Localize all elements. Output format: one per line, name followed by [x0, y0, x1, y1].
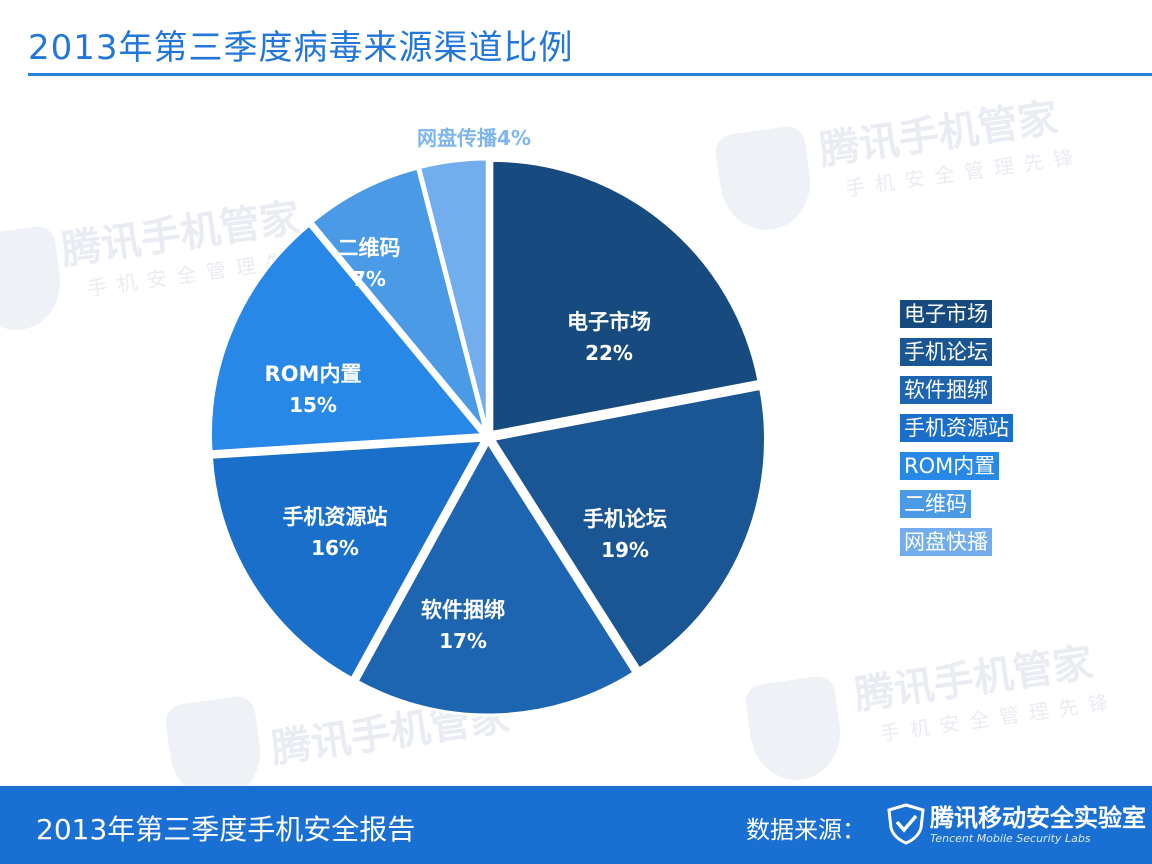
- title-divider: [28, 73, 1152, 76]
- legend-item-electronic-market: 电子市场: [900, 300, 992, 328]
- legend-item-phone-forum: 手机论坛: [900, 338, 992, 366]
- legend-item-bundled-software: 软件捆绑: [900, 376, 992, 404]
- slice-value-resource-site: 16%: [311, 536, 359, 560]
- pie-slice-electronic-market: [490, 158, 761, 435]
- slice-label-qr-code: 二维码: [338, 236, 401, 260]
- legend-item-cloud-disk: 网盘快播: [900, 528, 992, 556]
- pie-slice-rom-builtin: [209, 222, 486, 454]
- page-title: 2013年第三季度病毒来源渠道比例: [28, 28, 574, 68]
- slice-label-phone-forum: 手机论坛: [583, 507, 667, 531]
- slice-label-bundled-software: 软件捆绑: [421, 598, 505, 622]
- slice-label-cloud-disk: 网盘传播4%: [417, 126, 531, 150]
- source-org-en: Tencent Mobile Security Labs: [930, 832, 1091, 845]
- pie-slice-cloud-disk: [417, 157, 489, 432]
- slice-value-bundled-software: 17%: [439, 629, 487, 653]
- slice-label-resource-site: 手机资源站: [283, 505, 388, 529]
- slice-value-qr-code: 7%: [352, 267, 386, 291]
- footer-bar: 2013年第三季度手机安全报告 数据来源： 腾讯移动安全实验室 Tencent …: [0, 786, 1152, 864]
- pie-slice-bundled-software: [355, 440, 637, 717]
- pie-slice-qr-code: [309, 166, 487, 433]
- legend-item-resource-site: 手机资源站: [900, 414, 1013, 442]
- slice-value-rom-builtin: 15%: [289, 393, 337, 417]
- legend-item-qr-code: 二维码: [900, 490, 971, 518]
- slice-value-phone-forum: 19%: [601, 538, 649, 562]
- pie-slice-phone-forum: [491, 386, 767, 672]
- chart-legend: 电子市场手机论坛软件捆绑手机资源站 ROM内置二维码网盘快播: [900, 300, 1013, 566]
- source-org: 腾讯移动安全实验室: [930, 804, 1146, 832]
- slice-label-rom-builtin: ROM内置: [265, 362, 362, 386]
- shield-logo-icon: [887, 803, 925, 845]
- slice-label-electronic-market: 电子市场: [567, 310, 651, 334]
- report-title: 2013年第三季度手机安全报告: [36, 813, 416, 846]
- source-label: 数据来源：: [746, 816, 866, 844]
- pie-slice-resource-site: [209, 438, 486, 681]
- pie-chart: 电子市场 22% 手机论坛 19% 软件捆绑 17% 手机资源站 16% ROM内置 15% 二维码…: [209, 126, 767, 717]
- slice-value-electronic-market: 22%: [585, 341, 633, 365]
- legend-item-rom-builtin: ROM内置: [900, 452, 1000, 480]
